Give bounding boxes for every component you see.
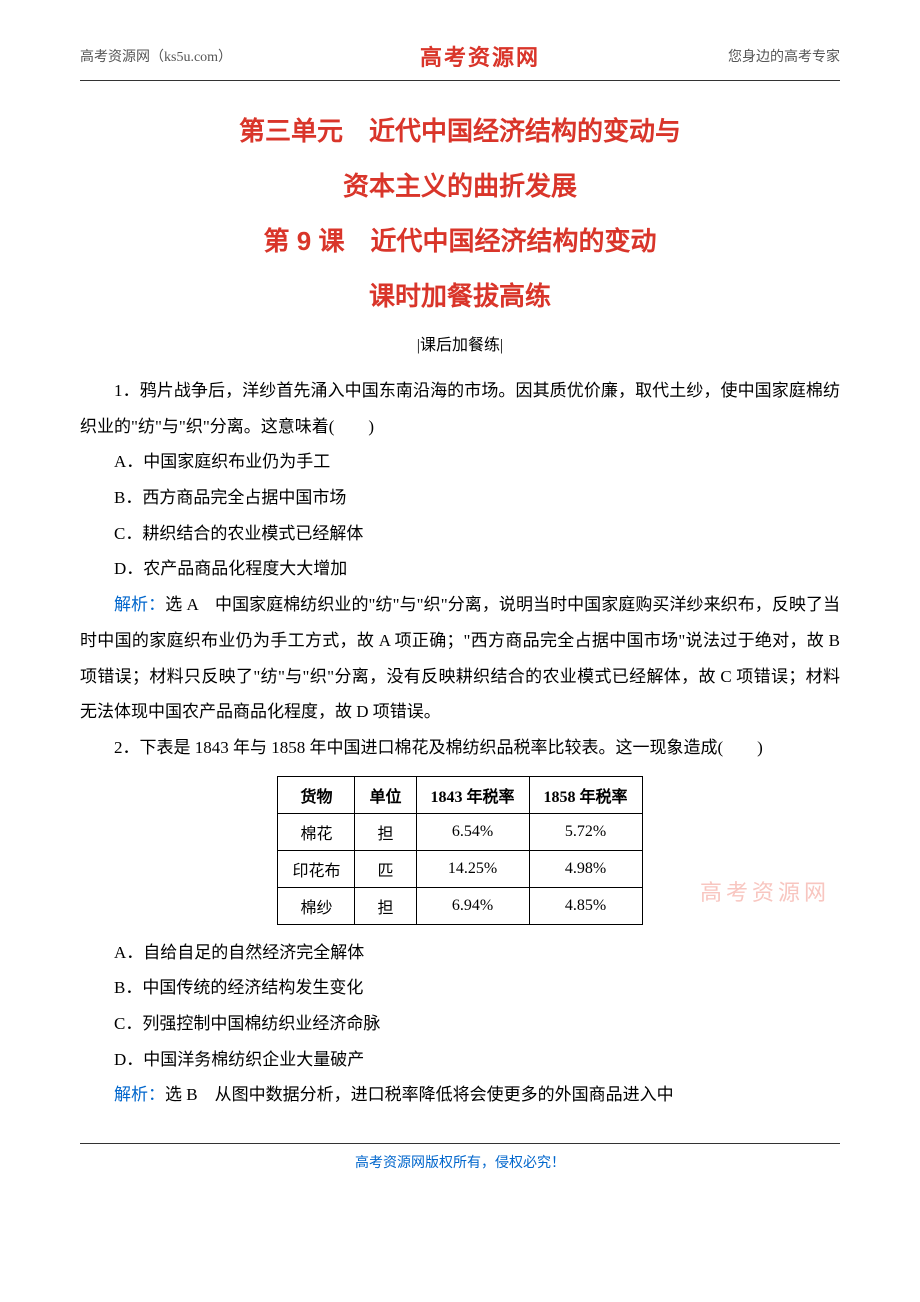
q1-analysis-label: 解析：	[114, 595, 165, 614]
table-row: 棉花 担 6.54% 5.72%	[278, 813, 642, 850]
table-cell: 5.72%	[529, 813, 642, 850]
table-row: 棉纱 担 6.94% 4.85%	[278, 887, 642, 924]
header-divider	[80, 80, 840, 81]
q1-answer-prefix: 选 A	[165, 595, 215, 614]
table-cell: 4.85%	[529, 887, 642, 924]
table-cell: 4.98%	[529, 850, 642, 887]
table-cell: 6.94%	[416, 887, 529, 924]
practice-title: 课时加餐拔高练	[80, 276, 840, 313]
q2-answer-body: 从图中数据分析，进口税率降低将会使更多的外国商品进入中	[215, 1085, 674, 1104]
table-col-goods: 货物	[278, 776, 355, 813]
footer-copyright: 高考资源网版权所有，侵权必究！	[355, 1156, 565, 1171]
q1-stem: 1．鸦片战争后，洋纱首先涌入中国东南沿海的市场。因其质优价廉，取代土纱，使中国家…	[80, 373, 840, 444]
tax-rate-table: 货物 单位 1843 年税率 1858 年税率 棉花 担 6.54% 5.72%…	[277, 776, 642, 925]
q2-stem: 2．下表是 1843 年与 1858 年中国进口棉花及棉纺织品税率比较表。这一现…	[80, 730, 840, 766]
header-right: 您身边的高考专家	[728, 46, 840, 66]
question-1: 1．鸦片战争后，洋纱首先涌入中国东南沿海的市场。因其质优价廉，取代土纱，使中国家…	[80, 373, 840, 444]
table-cell: 担	[355, 887, 416, 924]
unit-title-line2: 资本主义的曲折发展	[80, 166, 840, 203]
table-col-1843: 1843 年税率	[416, 776, 529, 813]
table-cell: 棉纱	[278, 887, 355, 924]
table-row: 印花布 匹 14.25% 4.98%	[278, 850, 642, 887]
q1-analysis: 解析：选 A 中国家庭棉纺织业的"纺"与"织"分离，说明当时中国家庭购买洋纱来织…	[80, 587, 840, 730]
q1-option-c: C．耕织结合的农业模式已经解体	[80, 516, 840, 552]
header-left: 高考资源网（ks5u.com）	[80, 46, 232, 66]
q2-option-a: A．自给自足的自然经济完全解体	[80, 935, 840, 971]
table-cell: 14.25%	[416, 850, 529, 887]
page-container: 高考资源网（ks5u.com） 高考资源网 您身边的高考专家 第三单元 近代中国…	[0, 0, 920, 1202]
section-subtitle: |课后加餐练|	[80, 331, 840, 355]
table-col-unit: 单位	[355, 776, 416, 813]
table-cell: 6.54%	[416, 813, 529, 850]
q2-option-b: B．中国传统的经济结构发生变化	[80, 970, 840, 1006]
q2-option-c: C．列强控制中国棉纺织业经济命脉	[80, 1006, 840, 1042]
footer-divider: 高考资源网版权所有，侵权必究！	[80, 1143, 840, 1172]
watermark-text: 高考资源网	[700, 875, 830, 907]
q1-option-b: B．西方商品完全占据中国市场	[80, 480, 840, 516]
table-col-1858: 1858 年税率	[529, 776, 642, 813]
q2-option-d: D．中国洋务棉纺织企业大量破产	[80, 1042, 840, 1078]
q2-analysis-label: 解析：	[114, 1085, 165, 1104]
table-cell: 印花布	[278, 850, 355, 887]
unit-title-line1: 第三单元 近代中国经济结构的变动与	[80, 111, 840, 148]
table-header-row: 货物 单位 1843 年税率 1858 年税率	[278, 776, 642, 813]
table-cell: 担	[355, 813, 416, 850]
table-cell: 匹	[355, 850, 416, 887]
q1-option-a: A．中国家庭织布业仍为手工	[80, 444, 840, 480]
header-center-logo: 高考资源网	[420, 40, 540, 72]
lesson-title: 第 9 课 近代中国经济结构的变动	[80, 221, 840, 258]
q2-analysis: 解析：选 B 从图中数据分析，进口税率降低将会使更多的外国商品进入中	[80, 1077, 840, 1113]
q1-option-d: D．农产品商品化程度大大增加	[80, 551, 840, 587]
table-cell: 棉花	[278, 813, 355, 850]
q2-answer-prefix: 选 B	[165, 1085, 215, 1104]
page-header: 高考资源网（ks5u.com） 高考资源网 您身边的高考专家	[80, 40, 840, 72]
question-2: 2．下表是 1843 年与 1858 年中国进口棉花及棉纺织品税率比较表。这一现…	[80, 730, 840, 766]
